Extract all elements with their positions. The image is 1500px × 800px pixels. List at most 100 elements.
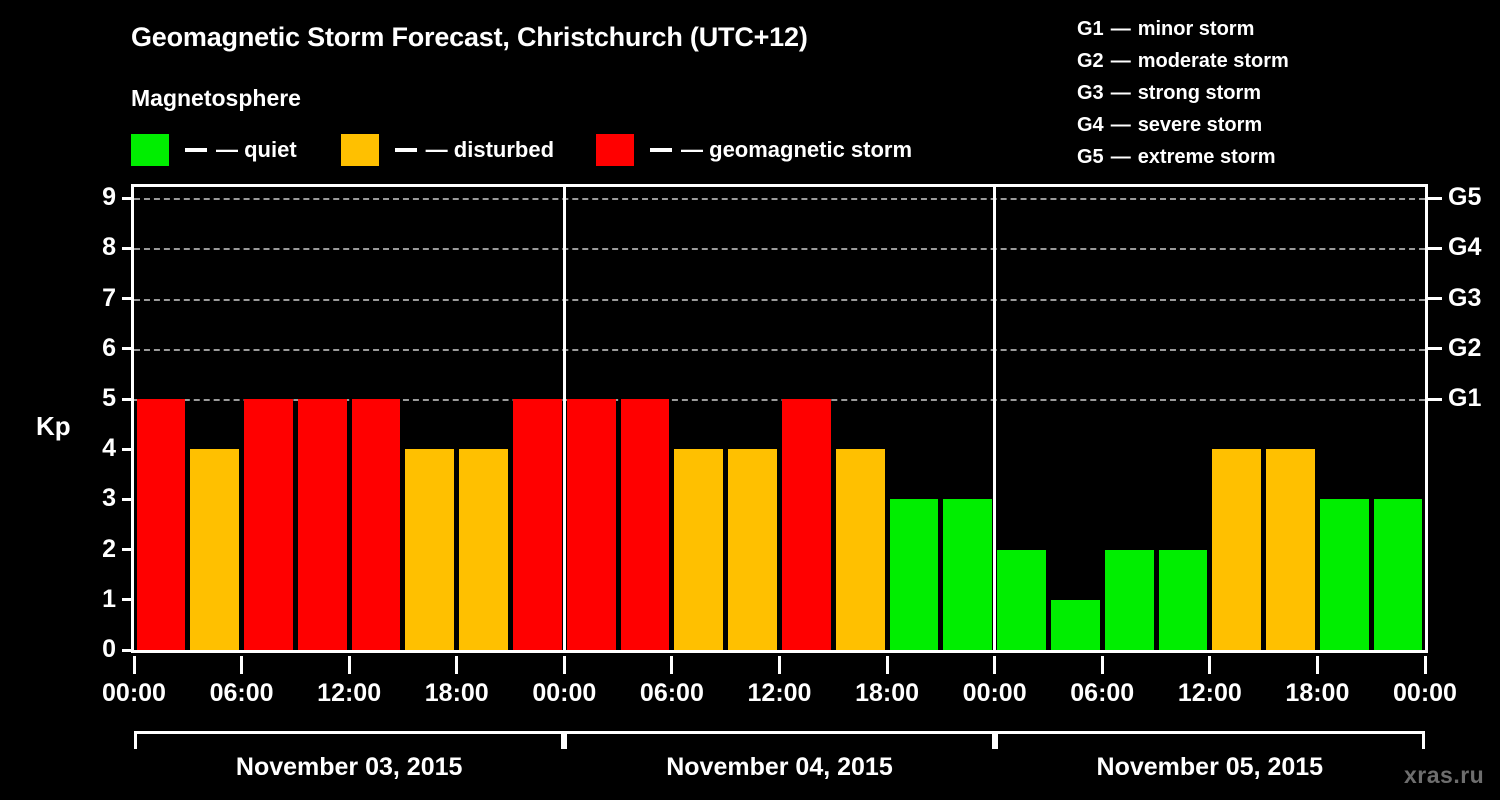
gridline-kp-9 bbox=[134, 198, 1425, 201]
day-bracket-2 bbox=[564, 731, 995, 749]
x-tick-mark-3 bbox=[455, 656, 459, 674]
g-scale-description: extreme storm bbox=[1137, 145, 1276, 168]
x-tick-label-5: 06:00 bbox=[639, 679, 704, 707]
bar-17 bbox=[1050, 599, 1100, 650]
x-tick-mark-4 bbox=[562, 656, 566, 674]
x-tick-label-2: 12:00 bbox=[317, 679, 382, 707]
y-tick-label-1: 1 bbox=[102, 584, 116, 613]
day-bracket-1 bbox=[134, 731, 565, 749]
x-tick-mark-5 bbox=[670, 656, 674, 674]
legend-label-disturbed: — disturbed bbox=[425, 137, 555, 162]
bar-3 bbox=[297, 399, 347, 650]
x-tick-mark-11 bbox=[1315, 656, 1319, 674]
g-scale-code: G3 bbox=[1077, 81, 1104, 104]
x-tick-label-9: 06:00 bbox=[1070, 679, 1135, 707]
bar-21 bbox=[1266, 449, 1315, 650]
g-axis-label-g2: G2 bbox=[1448, 333, 1482, 362]
g-scale-row-g3: G3 — strong storm bbox=[1077, 77, 1289, 109]
x-tick-mark-12 bbox=[1423, 656, 1427, 674]
bar-11 bbox=[728, 449, 777, 650]
day-separator-1 bbox=[562, 187, 566, 650]
x-tick-mark-8 bbox=[993, 656, 997, 674]
g-scale-code: G2 bbox=[1077, 49, 1104, 72]
bar-12 bbox=[782, 399, 831, 650]
bar-series bbox=[134, 187, 1425, 650]
gridlines bbox=[134, 187, 1425, 650]
y-tick-label-3: 3 bbox=[102, 484, 116, 513]
y-tick-label-2: 2 bbox=[102, 534, 116, 563]
x-tick-label-6: 12:00 bbox=[747, 679, 812, 707]
x-tick-mark-1 bbox=[240, 656, 244, 674]
g-scale-separator: — bbox=[1110, 145, 1131, 168]
x-tick-mark-10 bbox=[1208, 656, 1212, 674]
y-tick-mark-3 bbox=[122, 497, 136, 501]
g-scale-code: G5 bbox=[1077, 145, 1104, 168]
y-tick-label-0: 0 bbox=[102, 635, 116, 663]
gridline-kp-8 bbox=[134, 248, 1425, 251]
bar-19 bbox=[1158, 549, 1208, 650]
x-tick-label-12: 00:00 bbox=[1393, 679, 1457, 707]
bar-0 bbox=[136, 399, 186, 650]
g-axis-label-g1: G1 bbox=[1448, 384, 1482, 412]
bar-1 bbox=[190, 449, 240, 650]
g-axis-label-g4: G4 bbox=[1448, 233, 1482, 262]
x-tick-label-4: 00:00 bbox=[532, 679, 597, 707]
g-scale-legend: G1 — minor storm G2 — moderate storm G3 … bbox=[1077, 13, 1289, 173]
bar-2 bbox=[244, 399, 293, 650]
x-tick-label-1: 06:00 bbox=[209, 679, 274, 707]
g-axis-tick-g2 bbox=[1428, 347, 1442, 351]
g-scale-separator: — bbox=[1110, 113, 1131, 136]
y-tick-mark-8 bbox=[122, 246, 136, 250]
x-tick-mark-7 bbox=[885, 656, 889, 674]
g-scale-row-g5: G5 — extreme storm bbox=[1077, 141, 1289, 173]
y-tick-label-7: 7 bbox=[102, 283, 116, 312]
y-tick-mark-5 bbox=[122, 397, 136, 401]
plot-area bbox=[131, 184, 1428, 653]
x-tick-label-7: 18:00 bbox=[855, 679, 920, 707]
y-tick-mark-9 bbox=[122, 196, 136, 200]
day-bracket-3 bbox=[994, 731, 1425, 749]
legend-label-storm: — geomagnetic storm bbox=[681, 137, 913, 162]
day-label-3: November 05, 2015 bbox=[1096, 753, 1324, 781]
y-tick-mark-6 bbox=[122, 347, 136, 351]
legend-item-quiet: — quiet bbox=[131, 133, 297, 167]
legend-dash-icon bbox=[394, 148, 417, 152]
legend-dash-icon bbox=[185, 148, 207, 152]
bar-23 bbox=[1373, 499, 1423, 650]
g-axis-label-g3: G3 bbox=[1448, 283, 1482, 312]
y-tick-mark-1 bbox=[122, 598, 136, 602]
y-axis-title: Kp bbox=[36, 411, 71, 441]
legend-item-disturbed: — disturbed bbox=[340, 133, 555, 167]
legend-dash-icon bbox=[650, 148, 673, 152]
g-scale-separator: — bbox=[1110, 17, 1131, 40]
day-label-1: November 03, 2015 bbox=[235, 753, 463, 781]
swatch-disturbed-icon bbox=[340, 134, 379, 166]
bar-8 bbox=[566, 399, 616, 650]
gridline-kp-6 bbox=[134, 348, 1425, 351]
g-scale-separator: — bbox=[1110, 81, 1131, 104]
bar-9 bbox=[620, 399, 670, 650]
y-tick-mark-4 bbox=[122, 447, 136, 451]
x-tick-label-8: 00:00 bbox=[962, 679, 1027, 707]
bar-6 bbox=[459, 449, 509, 650]
g-scale-code: G4 bbox=[1077, 113, 1104, 136]
x-tick-mark-9 bbox=[1100, 656, 1104, 674]
day-separator-2 bbox=[993, 187, 997, 650]
g-axis-label-g5: G5 bbox=[1448, 183, 1482, 212]
y-tick-label-5: 5 bbox=[102, 384, 116, 412]
swatch-quiet-icon bbox=[131, 134, 169, 166]
page-title: Geomagnetic Storm Forecast, Christchurch… bbox=[131, 22, 808, 52]
g-scale-description: moderate storm bbox=[1137, 49, 1289, 72]
y-tick-label-8: 8 bbox=[102, 233, 116, 262]
watermark: xras.ru bbox=[1404, 762, 1485, 788]
bar-5 bbox=[405, 449, 455, 650]
y-tick-mark-2 bbox=[122, 548, 136, 552]
g-scale-row-g2: G2 — moderate storm bbox=[1077, 45, 1289, 77]
x-tick-label-10: 12:00 bbox=[1177, 679, 1242, 707]
g-axis-tick-g1 bbox=[1428, 397, 1442, 401]
bar-7 bbox=[513, 399, 562, 650]
bar-20 bbox=[1212, 449, 1262, 650]
g-scale-row-g1: G1 — minor storm bbox=[1077, 13, 1289, 45]
bar-16 bbox=[997, 549, 1046, 650]
